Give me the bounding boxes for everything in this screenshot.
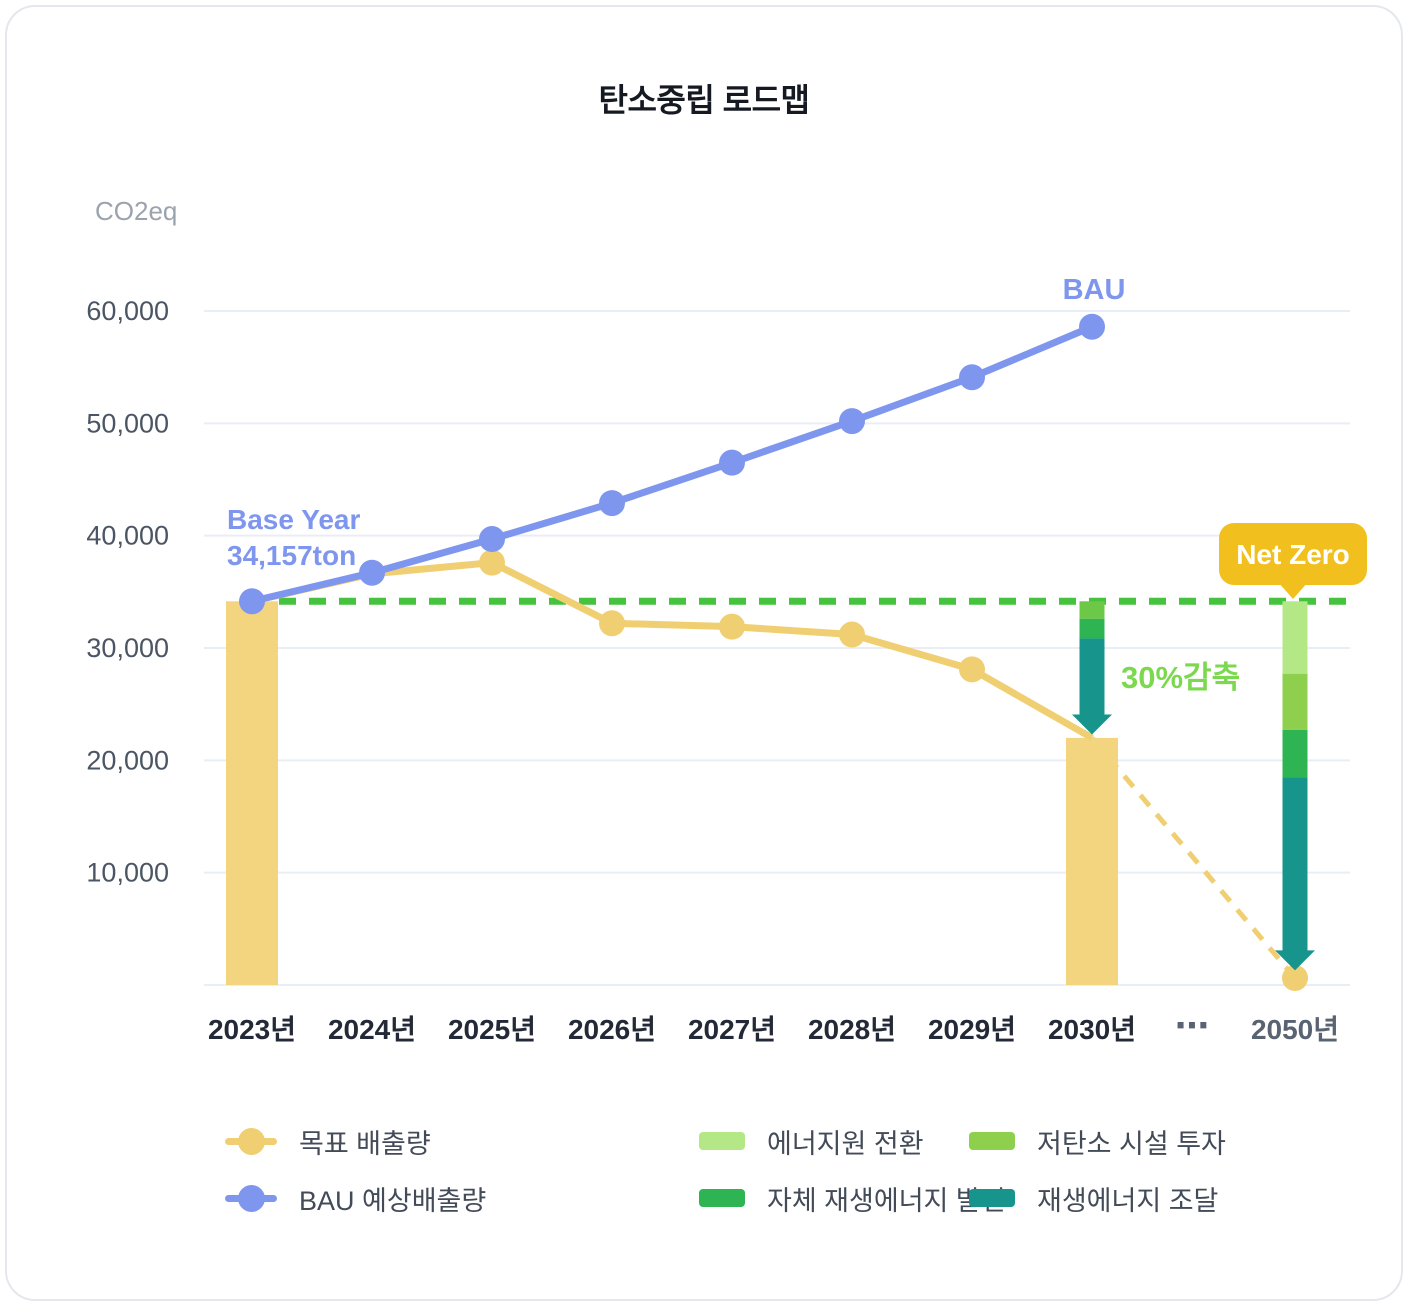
legend-label: 자체 재생에너지 발전 — [767, 1185, 1006, 1216]
bau-point — [599, 490, 625, 517]
reduction-arrow-2030년 — [1072, 601, 1112, 735]
legend-column-series: 목표 배출량 BAU 예상배출량 — [225, 1125, 486, 1239]
bau-point — [479, 526, 505, 553]
legend-label: 에너지원 전환 — [767, 1128, 924, 1159]
y-tick-label: 30,000 — [86, 633, 169, 663]
bau-point — [959, 364, 985, 391]
x-axis-labels: 2023년 2024년 2025년 2026년 2027년 2028년 2029년 2030년… — [208, 1007, 1339, 1045]
arrow-segment — [1079, 618, 1105, 639]
x-tick-label: 2024년 — [328, 1014, 416, 1045]
arrow-segment — [1079, 638, 1105, 716]
legend-label: 재생에너지 조달 — [1037, 1185, 1219, 1216]
legend-label: 목표 배출량 — [299, 1128, 431, 1159]
legend-label: 저탄소 시설 투자 — [1037, 1128, 1226, 1159]
low-carbon-invest-swatch — [969, 1132, 1015, 1150]
net-zero-badge: Net Zero — [1219, 523, 1367, 599]
target-point-2050 — [1282, 965, 1308, 991]
renewable-procurement-swatch — [969, 1189, 1015, 1207]
bau-line — [239, 313, 1105, 615]
bau-label: BAU — [1063, 274, 1126, 306]
arrow-segment — [1282, 673, 1308, 730]
arrow-head — [1275, 950, 1315, 971]
legend-item-energy-conversion: 에너지원 전환 — [699, 1125, 1006, 1159]
target-dot-marker — [238, 1127, 265, 1155]
legend-item-own-renewable: 자체 재생에너지 발전 — [699, 1182, 1006, 1216]
grid — [204, 310, 1350, 986]
legend-column-measures-2: 저탄소 시설 투자 재생에너지 조달 — [969, 1125, 1226, 1239]
arrow-head — [1072, 714, 1112, 735]
net-zero-label: Net Zero — [1236, 539, 1350, 570]
x-tick-label-future: 2050년 — [1251, 1014, 1339, 1045]
base-year-label-line1: Base Year — [227, 504, 360, 535]
x-tick-label: 2030년 — [1048, 1014, 1136, 1045]
x-tick-label: 2023년 — [208, 1014, 296, 1045]
target-point — [479, 549, 505, 576]
reduction-label: 30%감축 — [1121, 660, 1240, 695]
emission-bar — [226, 601, 278, 985]
target-polyline — [251, 559, 1094, 741]
x-tick-label: 2029년 — [928, 1014, 1016, 1045]
bau-dot-marker — [238, 1184, 265, 1212]
bau-point — [359, 559, 385, 586]
emission-bar — [1066, 737, 1118, 985]
y-tick-label: 20,000 — [86, 745, 169, 775]
chart-title: 탄소중립 로드맵 — [598, 82, 810, 118]
x-tick-label: 2026년 — [568, 1014, 656, 1045]
target-line — [251, 549, 1308, 991]
arrow-segment — [1282, 601, 1308, 674]
base-year-label: Base Year 34,157ton — [227, 504, 360, 571]
energy-conversion-swatch — [699, 1132, 745, 1150]
y-axis-unit-label: CO2eq — [95, 196, 177, 226]
y-tick-label: 40,000 — [86, 521, 169, 551]
legend-item-bau: BAU 예상배출량 — [225, 1182, 486, 1216]
y-tick-label: 50,000 — [86, 408, 169, 438]
bau-line-marker — [225, 1184, 277, 1212]
legend-item-renewable-procurement: 재생에너지 조달 — [969, 1182, 1226, 1216]
bau-point — [1079, 313, 1105, 340]
bars — [226, 601, 1118, 985]
legend-item-target: 목표 배출량 — [225, 1125, 486, 1159]
reduction-arrow-2050년 — [1275, 601, 1315, 971]
chart-card: 탄소중립 로드맵 10,000 20,000 30,000 40,000 50,000 6… — [5, 5, 1403, 1301]
target-point — [959, 656, 985, 683]
x-tick-label: 2027년 — [688, 1014, 776, 1045]
own-renewable-swatch — [699, 1189, 745, 1207]
arrow-segment — [1282, 729, 1308, 778]
y-tick-label: 60,000 — [86, 296, 169, 326]
net-zero-badge-bg — [1219, 523, 1367, 585]
roadmap-chart: 10,000 20,000 30,000 40,000 50,000 60,000 CO2e… — [86, 196, 1367, 1045]
target-point — [839, 621, 865, 648]
y-axis-labels: 10,000 20,000 30,000 40,000 50,000 60,000 — [86, 296, 169, 888]
x-axis-ellipsis: ⋯ — [1175, 1007, 1209, 1045]
net-zero-badge-pointer — [1278, 582, 1308, 599]
target-projection-dashed — [1090, 736, 1297, 980]
bau-point — [239, 588, 265, 615]
x-tick-label: 2025년 — [448, 1014, 536, 1045]
chart-legend: 목표 배출량 BAU 예상배출량 에너지원 전환 자체 재생에너지 발전 — [7, 1125, 1401, 1285]
arrow-segment — [1282, 777, 1308, 952]
target-point — [599, 610, 625, 637]
x-tick-label: 2028년 — [808, 1014, 896, 1045]
base-year-label-line2: 34,157ton — [227, 540, 356, 571]
target-point — [719, 613, 745, 640]
legend-item-low-carbon-invest: 저탄소 시설 투자 — [969, 1125, 1226, 1159]
arrow-segment — [1079, 601, 1105, 619]
bau-point — [719, 449, 745, 476]
bau-polyline — [251, 323, 1094, 605]
legend-column-measures-1: 에너지원 전환 자체 재생에너지 발전 — [699, 1125, 1006, 1239]
legend-label: BAU 예상배출량 — [299, 1185, 487, 1216]
y-tick-label: 10,000 — [86, 858, 169, 888]
target-line-marker — [225, 1127, 277, 1155]
bau-point — [839, 408, 865, 435]
